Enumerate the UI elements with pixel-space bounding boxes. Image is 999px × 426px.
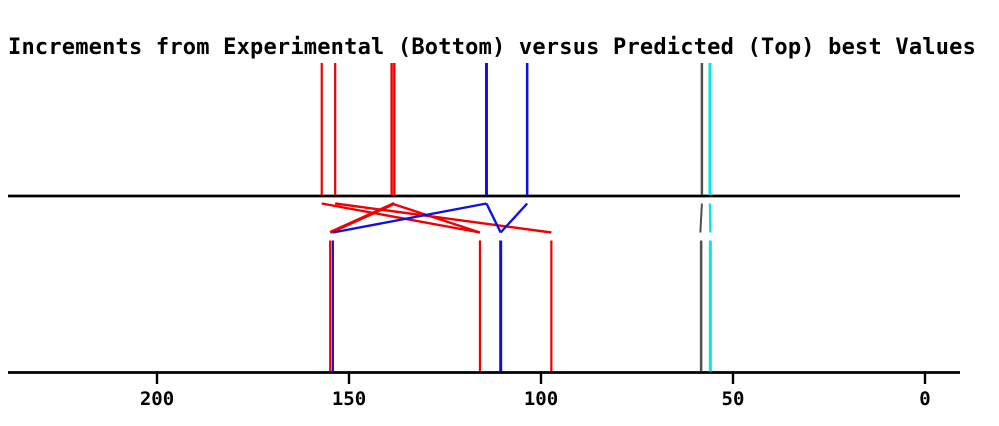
connection-line-red (335, 202, 552, 234)
axis-tick-label: 50 (722, 388, 745, 410)
connection-line-blue (485, 202, 502, 234)
axis-tick-label: 200 (140, 388, 174, 410)
connection-line-red (391, 202, 481, 234)
connection-line-blue (332, 202, 487, 234)
axis-tick-label: 100 (524, 388, 558, 410)
chart-title: Increments from Experimental (Bottom) ve… (8, 35, 977, 60)
axis-tick-label: 0 (919, 388, 930, 410)
connection-line-red (329, 202, 395, 234)
connection-line-blue (499, 202, 529, 234)
axis-tick-label: 150 (332, 388, 366, 410)
connection-line-red (321, 202, 481, 234)
connection-line-gray (699, 203, 703, 233)
